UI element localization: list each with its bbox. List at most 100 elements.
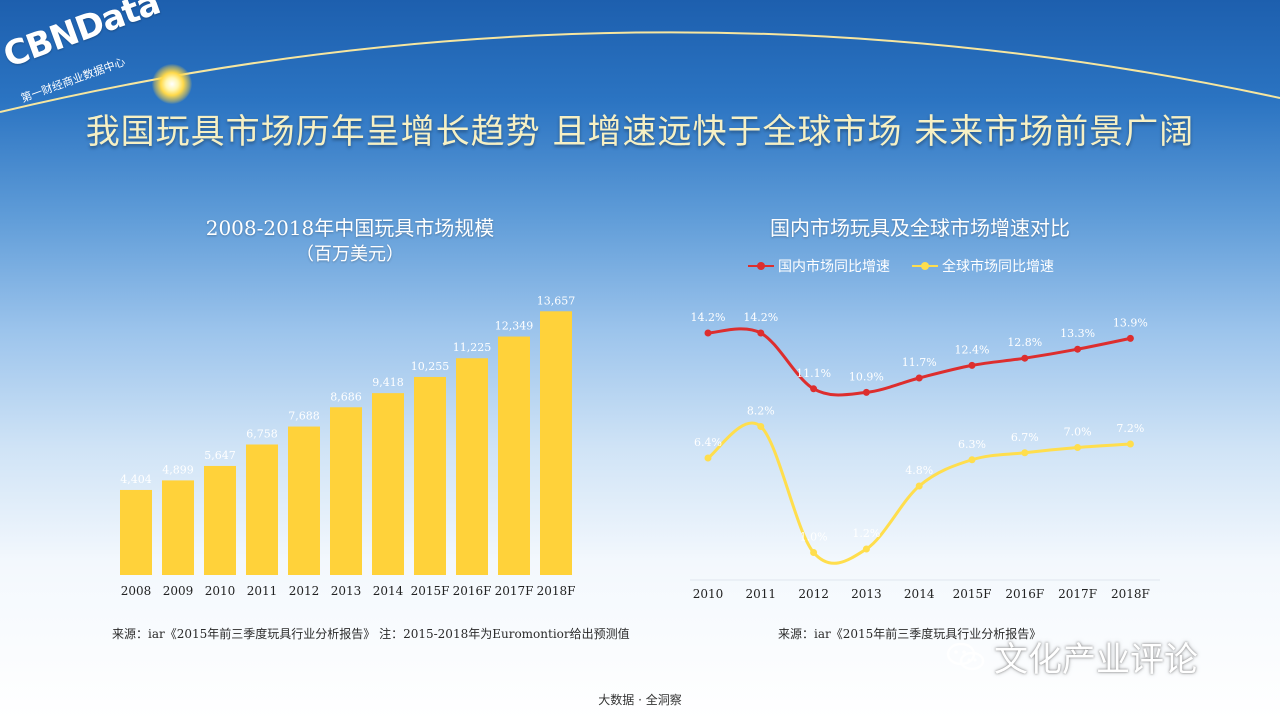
data-point [1074,345,1082,353]
data-point [1074,444,1082,451]
bar-value-label: 11,225 [453,341,492,354]
cbndata-logo: CBNData 第一财经商业数据中心 [0,0,206,114]
data-point [915,374,923,382]
data-point-label: 4.8% [905,464,933,477]
line-chart-source: 来源：iar《2015年前三季度玩具行业分析报告》 [778,627,1042,641]
data-point-label: 11.7% [902,356,937,369]
x-tick-label: 2009 [163,584,194,598]
data-point-label: 13.9% [1113,316,1148,329]
x-tick-label: 2013 [851,587,882,601]
x-tick-label: 2010 [693,587,724,601]
data-point [704,329,712,337]
bar [162,480,194,575]
data-point-label: 6.3% [958,438,986,451]
bar-value-label: 13,657 [537,294,576,307]
bar [414,376,446,575]
global-growth-line [707,421,1131,565]
bar-value-label: 12,349 [495,320,534,333]
data-point [968,456,976,464]
x-tick-label: 2015F [953,587,992,601]
x-tick-label: 2016F [453,584,492,598]
legend-swatch-domestic [748,262,774,270]
bar-value-label: 6,758 [246,428,278,441]
bar-value-label: 10,255 [411,360,450,373]
data-point [1021,449,1029,457]
bar-value-label: 7,688 [288,410,320,423]
data-point [757,423,765,430]
data-point-label: 1.0% [800,531,828,544]
x-tick-label: 2017F [495,584,534,598]
bar [372,393,404,575]
bar-value-label: 4,404 [120,473,152,486]
data-point [1021,354,1029,362]
data-point [1126,440,1134,448]
data-point-label: 12.8% [1007,336,1042,349]
x-tick-label: 2013 [331,584,362,598]
legend-item-domestic: 国内市场同比增速 [748,256,890,276]
header-arc [0,31,1280,113]
data-point-label: 13.3% [1060,327,1095,340]
x-tick-label: 2017F [1058,587,1097,601]
data-point-label: 1.2% [852,527,880,540]
x-tick-label: 2016F [1005,587,1044,601]
data-point-label: 6.7% [1011,431,1039,444]
bar [246,444,278,575]
line-chart: 14.2% 14.2% 11.1% 10.9% 11.7% 12.4% 12.8% 13.3%… [690,311,1160,601]
x-tick-label: 2014 [904,587,935,601]
bar-chart-title: 2008-2018年中国玩具市场规模 [205,216,495,240]
watermark-text: 文化产业评论 [994,640,1198,680]
x-tick-label: 2008 [121,584,152,598]
page-title: 我国玩具市场历年呈增长趋势 且增速远快于全球市场 未来市场前景广阔 [85,112,1195,152]
x-tick-label: 2018F [1111,587,1150,601]
data-point [810,549,818,556]
x-tick-label: 2018F [537,584,576,598]
bar [456,358,488,575]
data-point [968,361,976,369]
data-point-label: 6.4% [694,436,722,449]
x-tick-label: 2012 [289,584,320,598]
data-point-label: 10.9% [849,370,884,383]
x-tick-label: 2011 [746,587,777,601]
line-chart-title: 国内市场玩具及全球市场增速对比 [770,216,1070,240]
data-point-label: 8.2% [747,405,775,418]
data-point [704,454,712,462]
bar-value-label: 4,899 [162,463,194,476]
watermark: 文化产业评论 [946,632,1198,681]
bar-chart-source: 来源：iar《2015年前三季度玩具行业分析报告》 注：2015-2018年为E… [112,627,630,641]
x-tick-label: 2015F [411,584,450,598]
legend-swatch-global [912,262,938,270]
data-point [862,545,870,553]
data-point [862,388,870,396]
bar-chart-subtitle: （百万美元） [296,244,404,265]
bar [330,407,362,575]
bar-value-label: 9,418 [372,376,404,389]
footer-slogan: 大数据 · 全洞察 [598,693,682,707]
data-point-label: 12.4% [955,343,990,356]
bar [204,465,236,575]
bar [120,489,152,575]
legend-label-global: 全球市场同比增速 [942,259,1054,275]
bar [498,336,530,575]
x-tick-label: 2012 [798,587,829,601]
bar [288,426,320,575]
wechat-icon [946,642,985,670]
data-point-label: 7.2% [1116,422,1144,435]
bar [540,311,572,575]
legend-label-domestic: 国内市场同比增速 [778,259,890,275]
data-point [810,385,818,393]
x-tick-label: 2010 [205,584,236,598]
bar-value-label: 8,686 [330,390,362,403]
line-chart-legend: 国内市场同比增速 全球市场同比增速 [748,256,1054,276]
data-point-label: 14.2% [691,311,726,324]
data-point-label: 11.1% [796,367,831,380]
data-point [757,329,765,337]
bar-chart: 4,404 2008 4,899 2009 5,647 2010 6,758 2011 7,68… [120,294,576,598]
legend-item-global: 全球市场同比增速 [912,256,1054,276]
data-point-label: 14.2% [743,311,778,324]
data-point-label: 7.0% [1064,426,1092,439]
x-tick-label: 2014 [373,584,404,598]
x-tick-label: 2011 [247,584,278,598]
data-point [1126,334,1134,342]
sun-icon [152,64,192,104]
